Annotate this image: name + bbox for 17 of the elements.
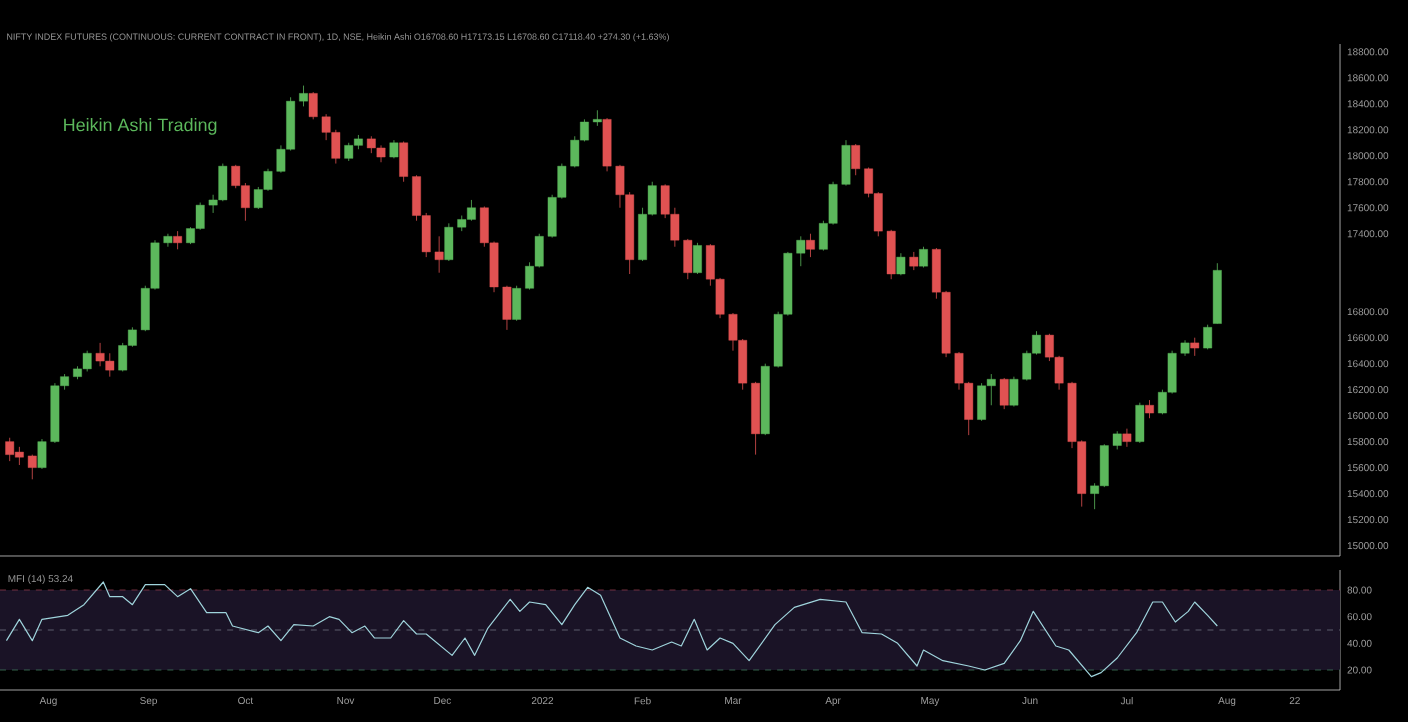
candlestick (512, 285, 522, 322)
line-series (5, 581, 1218, 678)
candlestick (806, 233, 815, 258)
candlestick (1145, 399, 1154, 419)
candlestick (693, 242, 702, 275)
candlestick (1122, 428, 1132, 448)
candlestick (1135, 402, 1145, 444)
candlestick (909, 251, 919, 271)
candlestick (173, 230, 182, 250)
text: Heikin Ashi Trading (64, 118, 217, 135)
candlestick (919, 246, 928, 268)
candlestick (592, 109, 602, 127)
candlestick (399, 141, 409, 183)
candlestick (299, 85, 308, 107)
candlestick (999, 377, 1009, 410)
candlestick (1203, 324, 1213, 350)
candlestick (1190, 337, 1200, 357)
